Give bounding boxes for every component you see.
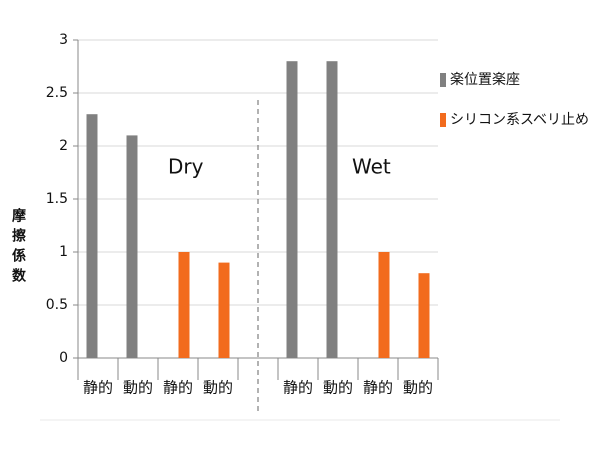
x-tick-label: 静的 (163, 379, 193, 397)
bar (326, 61, 338, 358)
x-tick-label: 動的 (323, 379, 353, 397)
x-tick-label: 静的 (283, 379, 313, 397)
y-axis-label: 摩擦係数 (10, 207, 26, 288)
x-tick-label: 静的 (83, 379, 113, 397)
y-tick-label: 2.5 (46, 85, 68, 101)
annotation: Wet (352, 155, 391, 179)
x-tick-label: 動的 (123, 379, 153, 397)
x-tick-label: 動的 (203, 379, 233, 397)
annotation: Dry (168, 155, 204, 179)
y-tick-label: 1.5 (46, 191, 68, 207)
legend-marker (440, 73, 446, 87)
x-tick-label: 静的 (363, 379, 393, 397)
bar (86, 114, 98, 358)
legend-label: シリコン系スベリ止め (450, 112, 589, 128)
y-tick-label: 3 (59, 32, 68, 48)
y-tick-label: 0 (59, 350, 68, 366)
x-tick-label: 動的 (403, 379, 433, 397)
legend-label: 楽位置楽座 (450, 72, 520, 88)
bar (418, 273, 430, 358)
y-tick-label: 2 (59, 138, 68, 154)
bar (178, 252, 190, 358)
legend-marker (440, 113, 446, 127)
y-tick-label: 0.5 (46, 297, 68, 313)
bar (126, 135, 138, 358)
y-tick-label: 1 (59, 244, 68, 260)
bar (378, 252, 390, 358)
bar (286, 61, 298, 358)
bar (218, 262, 230, 358)
